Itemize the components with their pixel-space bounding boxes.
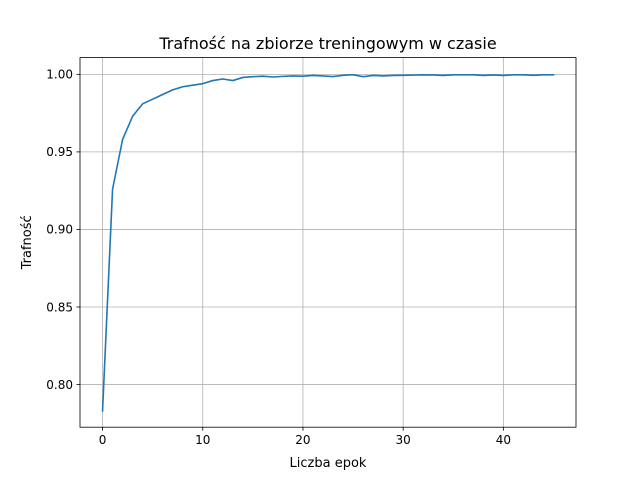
x-axis-ticks: 0 10 20 30 40 xyxy=(99,427,511,447)
x-tick-label: 30 xyxy=(396,433,411,447)
chart-title: Trafność na zbiorze treningowym w czasie xyxy=(158,34,496,53)
accuracy-series-line xyxy=(101,73,555,412)
y-tick-label: 0.95 xyxy=(46,145,73,159)
x-tick-label: 10 xyxy=(195,433,210,447)
y-tick-label: 0.85 xyxy=(46,300,73,314)
y-tick-label: 0.80 xyxy=(46,378,73,392)
x-tick-label: 0 xyxy=(99,433,107,447)
x-tick-label: 20 xyxy=(295,433,310,447)
y-tick-label: 1.00 xyxy=(46,68,73,82)
x-tick-label: 40 xyxy=(496,433,511,447)
y-tick-label: 0.90 xyxy=(46,223,73,237)
plot-frame xyxy=(79,57,577,428)
y-axis-label: Trafność xyxy=(20,215,35,270)
series-layer xyxy=(101,73,555,412)
x-axis-label: Liczba epok xyxy=(290,456,367,471)
y-axis-ticks: 0.80 0.85 0.90 0.95 1.00 xyxy=(46,68,80,392)
